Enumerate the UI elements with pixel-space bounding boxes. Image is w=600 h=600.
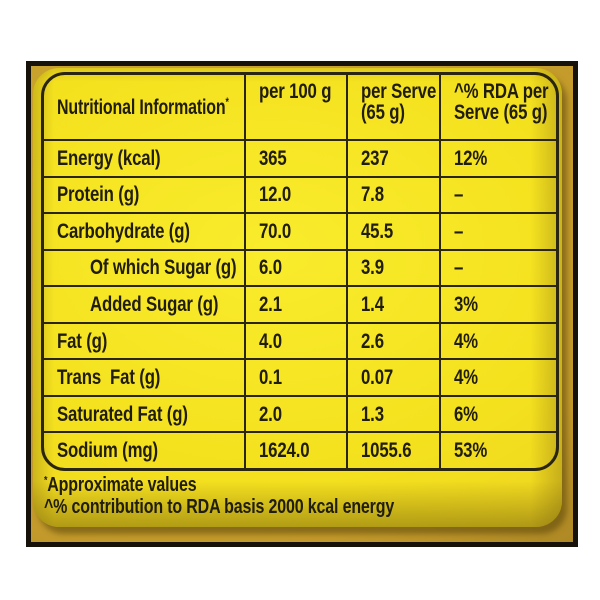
asterisk-icon: *	[44, 474, 48, 487]
per-serve-cell: 1.3	[346, 394, 439, 432]
per-100g-cell: 365	[244, 139, 346, 176]
rda-cell: –	[439, 248, 556, 286]
row-label-cell: Saturated Fat (g)	[44, 394, 244, 432]
row-label-cell: Fat (g)	[44, 321, 244, 359]
rda-cell: –	[439, 212, 556, 249]
row-label-cell: Sodium (mg)	[44, 431, 244, 468]
rda-cell: 3%	[439, 285, 556, 322]
rda-cell: 4%	[439, 321, 556, 359]
footnote-rda-basis: ^% contribution to RDA basis 2000 kcal e…	[44, 496, 395, 519]
per-100g-cell: 0.1	[244, 358, 346, 395]
rda-cell: 4%	[439, 358, 556, 395]
header-rda-per-serve: ^% RDA per Serve (65 g)	[439, 75, 556, 139]
per-100g-cell: 70.0	[244, 212, 346, 249]
rda-cell: 6%	[439, 394, 556, 432]
per-100g-cell: 4.0	[244, 321, 346, 359]
header-col1-text: Nutritional Information	[57, 95, 226, 119]
row-label-cell: Carbohydrate (g)	[44, 212, 244, 249]
footnote-approximate-values: *Approximate values	[44, 474, 197, 496]
row-label-cell: Energy (kcal)	[44, 139, 244, 176]
per-100g-cell: 2.0	[244, 394, 346, 432]
header-per-100g: per 100 g	[244, 75, 346, 139]
row-label-cell: Trans Fat (g)	[44, 358, 244, 395]
per-serve-cell: 45.5	[346, 212, 439, 249]
rda-cell: 53%	[439, 431, 556, 468]
per-serve-cell: 0.07	[346, 358, 439, 395]
per-serve-cell: 2.6	[346, 321, 439, 359]
rda-cell: –	[439, 175, 556, 213]
per-serve-cell: 1.4	[346, 285, 439, 322]
header-nutritional-information: Nutritional Information*	[44, 75, 244, 139]
per-serve-cell: 1055.6	[346, 431, 439, 468]
rda-cell: 12%	[439, 139, 556, 176]
per-100g-cell: 6.0	[244, 248, 346, 286]
approx-asterisk: *	[225, 96, 229, 109]
per-100g-cell: 2.1	[244, 285, 346, 322]
label-frame: Nutritional Information* per 100 g per S…	[26, 61, 578, 547]
per-100g-cell: 1624.0	[244, 431, 346, 468]
footnotes: *Approximate values ^% contribution to R…	[44, 474, 482, 519]
per-serve-cell: 237	[346, 139, 439, 176]
nutrition-label-sticker: Nutritional Information* per 100 g per S…	[33, 68, 562, 527]
per-serve-cell: 7.8	[346, 175, 439, 213]
row-label-cell: Added Sugar (g)	[44, 285, 244, 322]
per-serve-cell: 3.9	[346, 248, 439, 286]
row-label-cell: Of which Sugar (g)	[44, 248, 244, 286]
header-per-serve: per Serve (65 g)	[346, 75, 439, 139]
nutrition-table: Nutritional Information* per 100 g per S…	[41, 72, 559, 471]
per-100g-cell: 12.0	[244, 175, 346, 213]
row-label-cell: Protein (g)	[44, 175, 244, 213]
